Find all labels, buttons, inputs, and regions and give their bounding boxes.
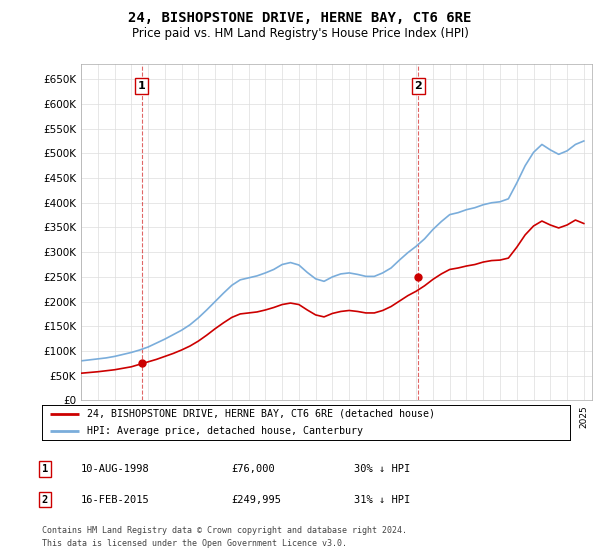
Text: 24, BISHOPSTONE DRIVE, HERNE BAY, CT6 6RE: 24, BISHOPSTONE DRIVE, HERNE BAY, CT6 6R… <box>128 11 472 25</box>
Text: Price paid vs. HM Land Registry's House Price Index (HPI): Price paid vs. HM Land Registry's House … <box>131 27 469 40</box>
Text: 2: 2 <box>42 494 48 505</box>
Text: This data is licensed under the Open Government Licence v3.0.: This data is licensed under the Open Gov… <box>42 539 347 548</box>
Text: 10-AUG-1998: 10-AUG-1998 <box>81 464 150 474</box>
Text: HPI: Average price, detached house, Canterbury: HPI: Average price, detached house, Cant… <box>87 426 363 436</box>
Text: 24, BISHOPSTONE DRIVE, HERNE BAY, CT6 6RE (detached house): 24, BISHOPSTONE DRIVE, HERNE BAY, CT6 6R… <box>87 409 435 418</box>
Text: 2: 2 <box>415 81 422 91</box>
Text: 31% ↓ HPI: 31% ↓ HPI <box>354 494 410 505</box>
Text: £249,995: £249,995 <box>231 494 281 505</box>
Text: 1: 1 <box>42 464 48 474</box>
Text: Contains HM Land Registry data © Crown copyright and database right 2024.: Contains HM Land Registry data © Crown c… <box>42 526 407 535</box>
Text: £76,000: £76,000 <box>231 464 275 474</box>
Text: 16-FEB-2015: 16-FEB-2015 <box>81 494 150 505</box>
Text: 1: 1 <box>138 81 146 91</box>
Text: 30% ↓ HPI: 30% ↓ HPI <box>354 464 410 474</box>
